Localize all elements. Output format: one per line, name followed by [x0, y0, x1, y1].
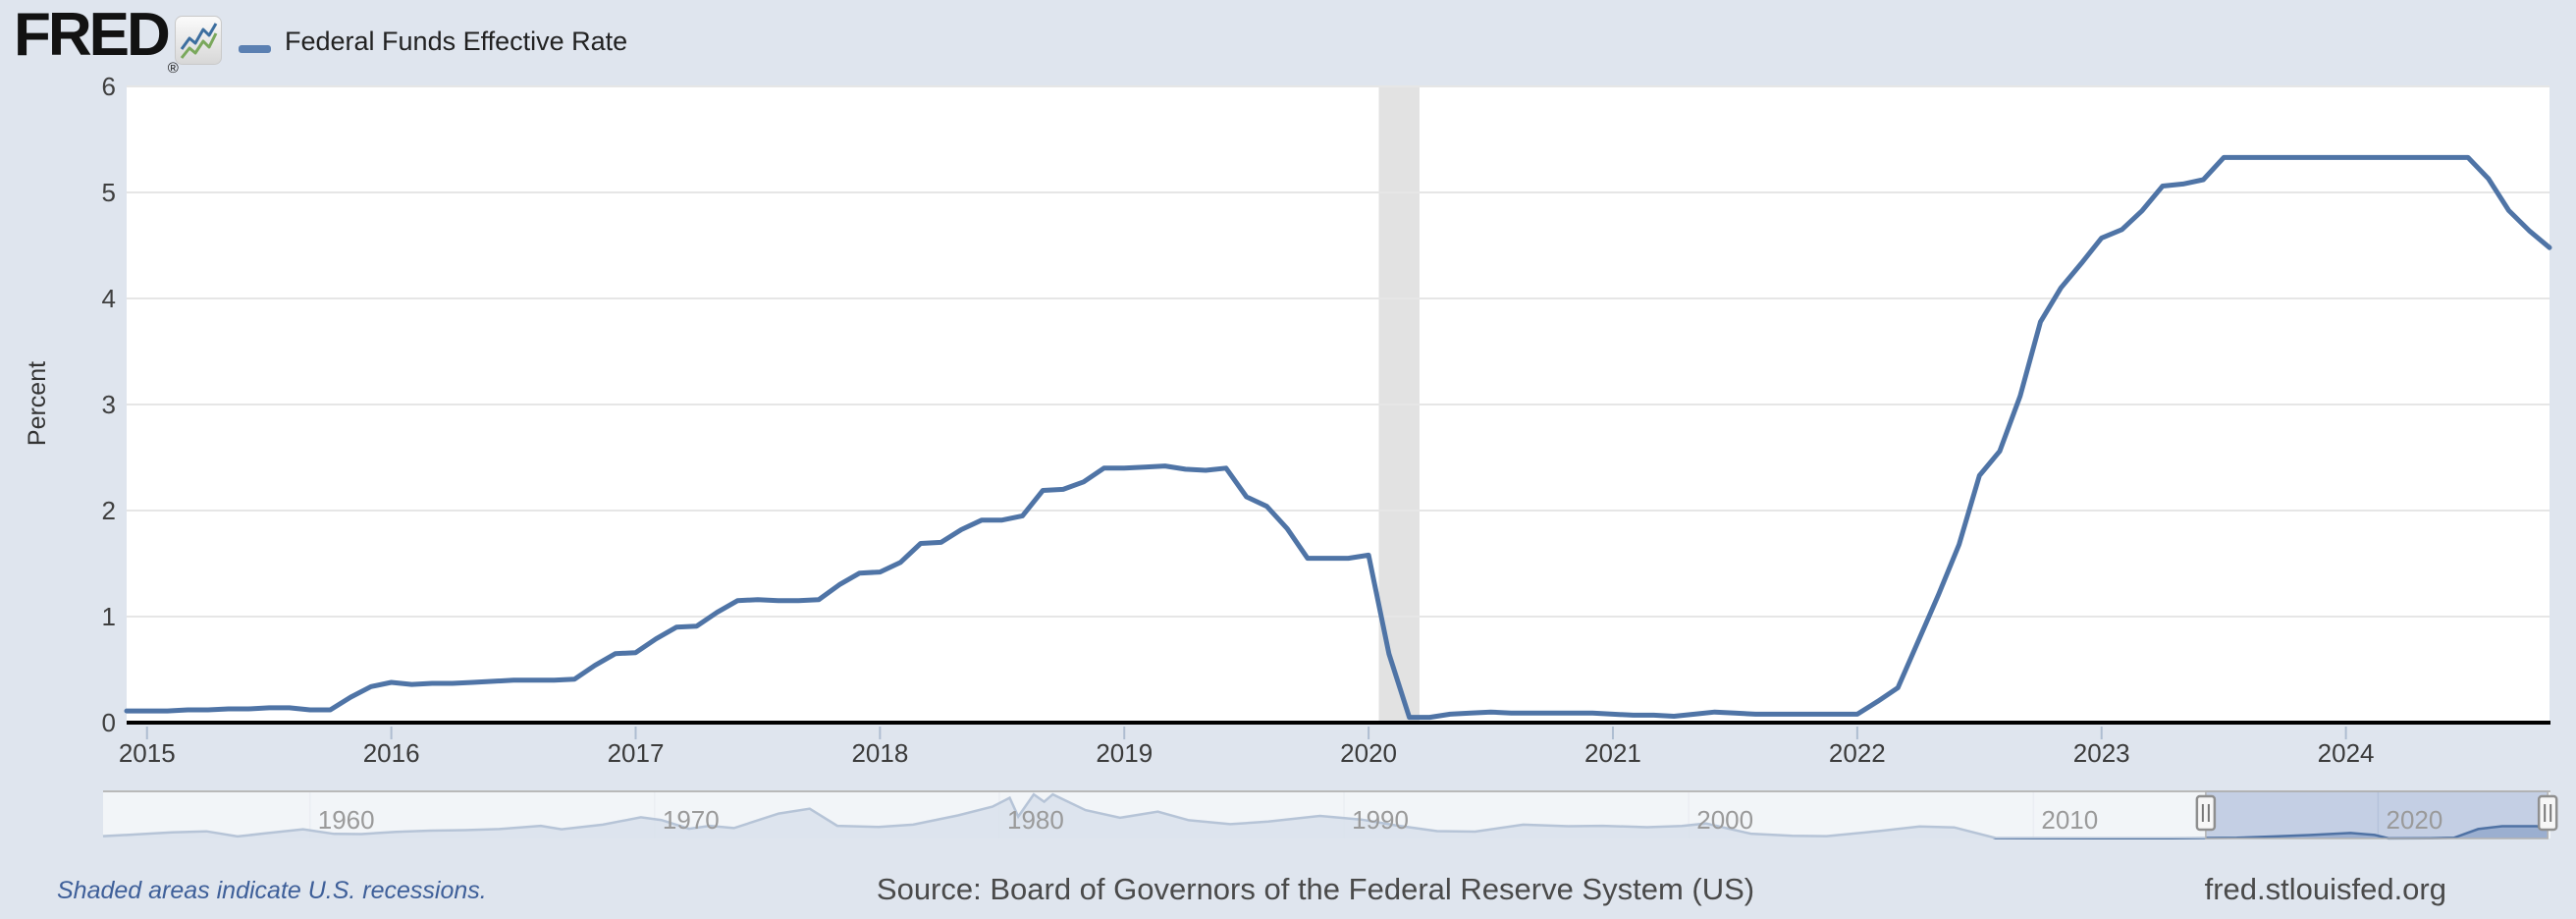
y-axis-tick-label: 2 — [101, 496, 116, 525]
x-axis-tick-label: 2022 — [1828, 738, 1886, 768]
x-axis-tick-label: 2016 — [362, 738, 420, 768]
fred-logo: FRED® — [14, 4, 179, 100]
x-axis-tick-label: 2020 — [1340, 738, 1398, 768]
legend-line-swatch — [239, 44, 271, 53]
recession-note: Shaded areas indicate U.S. recessions. — [57, 877, 487, 904]
legend-series-label: Federal Funds Effective Rate — [285, 27, 628, 56]
fred-logo-text: FRED — [14, 1, 171, 69]
x-axis-tick-label: 2021 — [1584, 738, 1641, 768]
navigator-handle-right[interactable] — [2537, 794, 2558, 832]
navigator-decade-label: 2010 — [2041, 805, 2099, 835]
y-axis-tick-label: 0 — [101, 708, 116, 737]
y-axis-tick-label: 3 — [101, 390, 116, 419]
y-axis-tick-label: 4 — [101, 284, 116, 313]
x-axis-tick-label: 2024 — [2317, 738, 2375, 768]
navigator-decade-label: 2000 — [1696, 805, 1754, 835]
rate-line — [124, 154, 2552, 721]
navigator-decade-label: 1990 — [1352, 805, 1409, 835]
site-url: fred.stlouisfed.org — [2204, 872, 2446, 906]
chart-legend: Federal Funds Effective Rate — [239, 28, 627, 62]
x-axis-tick-label: 2023 — [2072, 738, 2130, 768]
navigator-mask-left[interactable] — [103, 791, 2206, 838]
x-axis-tick-label: 2019 — [1096, 738, 1154, 768]
navigator-decade-label: 2020 — [2386, 805, 2443, 835]
source-attribution: Source: Board of Governors of the Federa… — [876, 872, 1755, 906]
y-axis-tick-label: 6 — [101, 72, 116, 101]
x-axis-tick-label: 2017 — [607, 738, 665, 768]
registered-mark-icon: ® — [167, 60, 179, 77]
x-axis-tick-label: 2018 — [851, 738, 909, 768]
x-axis-line — [127, 721, 2550, 725]
y-axis-tick-label: 1 — [101, 602, 116, 631]
navigator-decade-label: 1980 — [1007, 805, 1064, 835]
y-axis-tick-label: 5 — [101, 178, 116, 207]
x-axis-tick-label: 2015 — [118, 738, 176, 768]
fred-logo-chart-icon — [175, 16, 222, 65]
navigator-handle-left[interactable] — [2195, 794, 2217, 832]
navigator-decade-label: 1970 — [662, 805, 720, 835]
navigator-decade-label: 1960 — [317, 805, 375, 835]
